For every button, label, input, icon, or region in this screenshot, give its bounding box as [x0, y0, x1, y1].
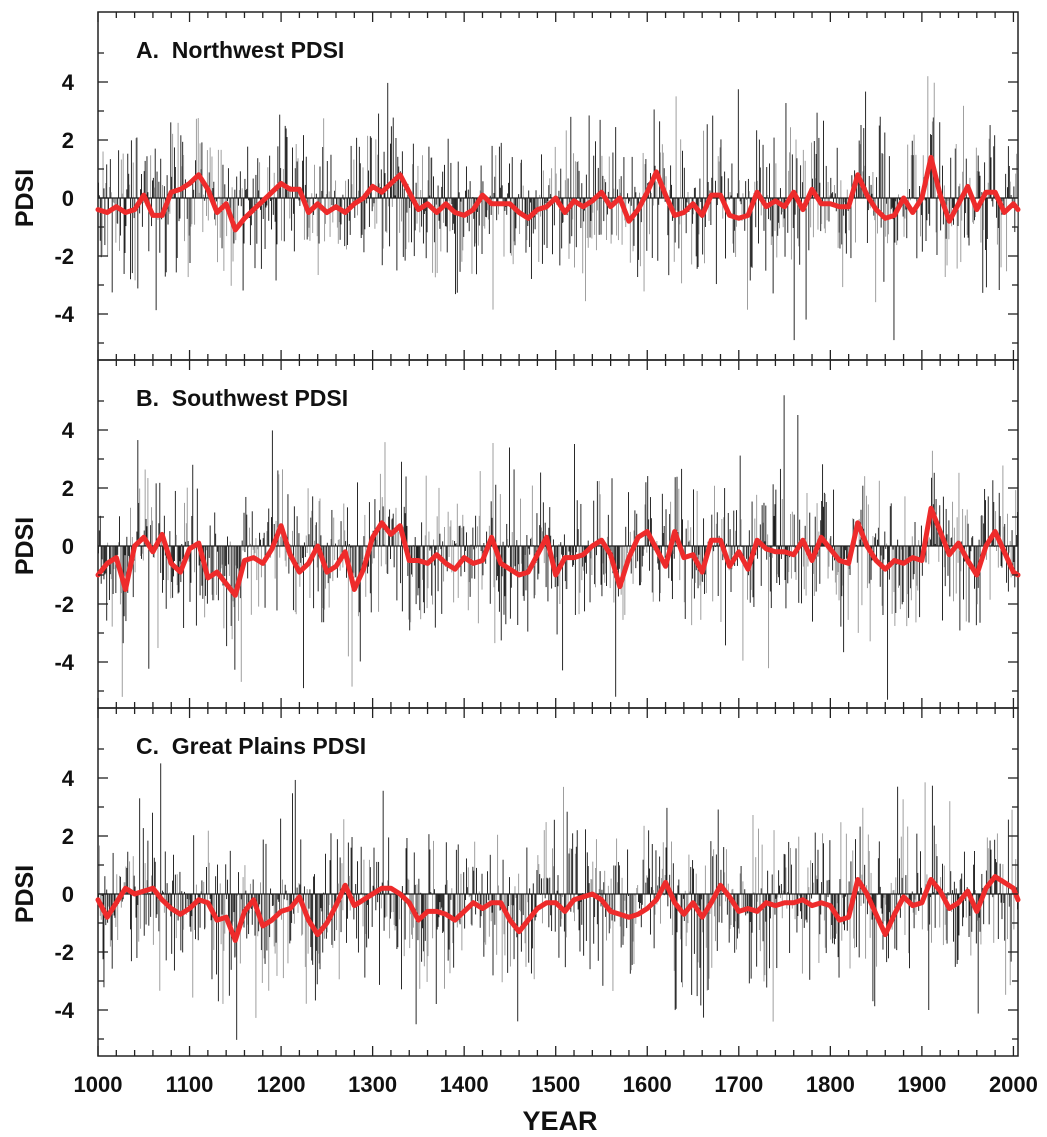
panel-title: B. Southwest PDSI	[136, 385, 348, 411]
panel-b: 4 2 0 -2 -4 B. Southwest PDSI PDSI	[11, 359, 1021, 709]
y-tick-label: 2	[62, 128, 74, 153]
y-tick-label: 2	[62, 476, 74, 501]
panel-c: 4 2 0 -2 -4 C. Great Plains PDSI PDSI	[11, 707, 1021, 1057]
x-tick-label: 1800	[806, 1072, 855, 1097]
panel-a: 4 2 0 -2 -4 A. Northwest PDSI PDSI	[11, 11, 1021, 361]
x-tick-label: 1900	[897, 1072, 946, 1097]
smoothed-series-line	[95, 505, 1021, 598]
x-tick-label: 1200	[257, 1072, 306, 1097]
x-tick-label: 1700	[714, 1072, 763, 1097]
y-tick-label: 4	[62, 418, 75, 443]
smoothed-series-line	[95, 154, 1021, 233]
x-tick-label: 1300	[348, 1072, 397, 1097]
x-tick-label: 2000	[989, 1072, 1038, 1097]
panel-title: C. Great Plains PDSI	[136, 733, 366, 759]
x-tick-label: 1100	[166, 1072, 214, 1097]
x-tick-label: 1400	[440, 1072, 489, 1097]
y-tick-label: -2	[54, 244, 74, 269]
y-tick-label: 4	[62, 766, 75, 791]
x-axis-labels: 1000 1100 1200 1300 1400 1500 1600 1700 1800 1900…	[74, 1072, 1038, 1097]
smoothed-series-line	[95, 874, 1021, 943]
y-tick-label: -2	[54, 940, 74, 965]
y-tick-label: 4	[62, 70, 75, 95]
y-tick-label: 0	[62, 186, 74, 211]
panel-title: A. Northwest PDSI	[136, 37, 344, 63]
y-tick-label: -4	[54, 650, 74, 675]
y-tick-label: -2	[54, 592, 74, 617]
x-tick-label: 1600	[623, 1072, 672, 1097]
x-tick-label: 1500	[531, 1072, 580, 1097]
panel-frame	[97, 707, 1019, 1057]
y-axis-label: PDSI	[11, 865, 39, 923]
y-axis-label: PDSI	[11, 517, 39, 575]
x-axis-title: YEAR	[522, 1106, 597, 1136]
y-tick-label: 0	[62, 534, 74, 559]
y-tick-label: 0	[62, 882, 74, 907]
y-tick-label: -4	[54, 302, 74, 327]
panels-group: 4 2 0 -2 -4 A. Northwest PDSI PDSI 4 2 0 -2 -4 B. So…	[11, 11, 1021, 1057]
y-axis-label: PDSI	[11, 169, 39, 227]
y-tick-label: -4	[54, 998, 74, 1023]
x-tick-label: 1000	[74, 1072, 123, 1097]
annual-bars	[98, 763, 1018, 1040]
y-tick-label: 2	[62, 824, 74, 849]
annual-bars	[98, 76, 1018, 341]
